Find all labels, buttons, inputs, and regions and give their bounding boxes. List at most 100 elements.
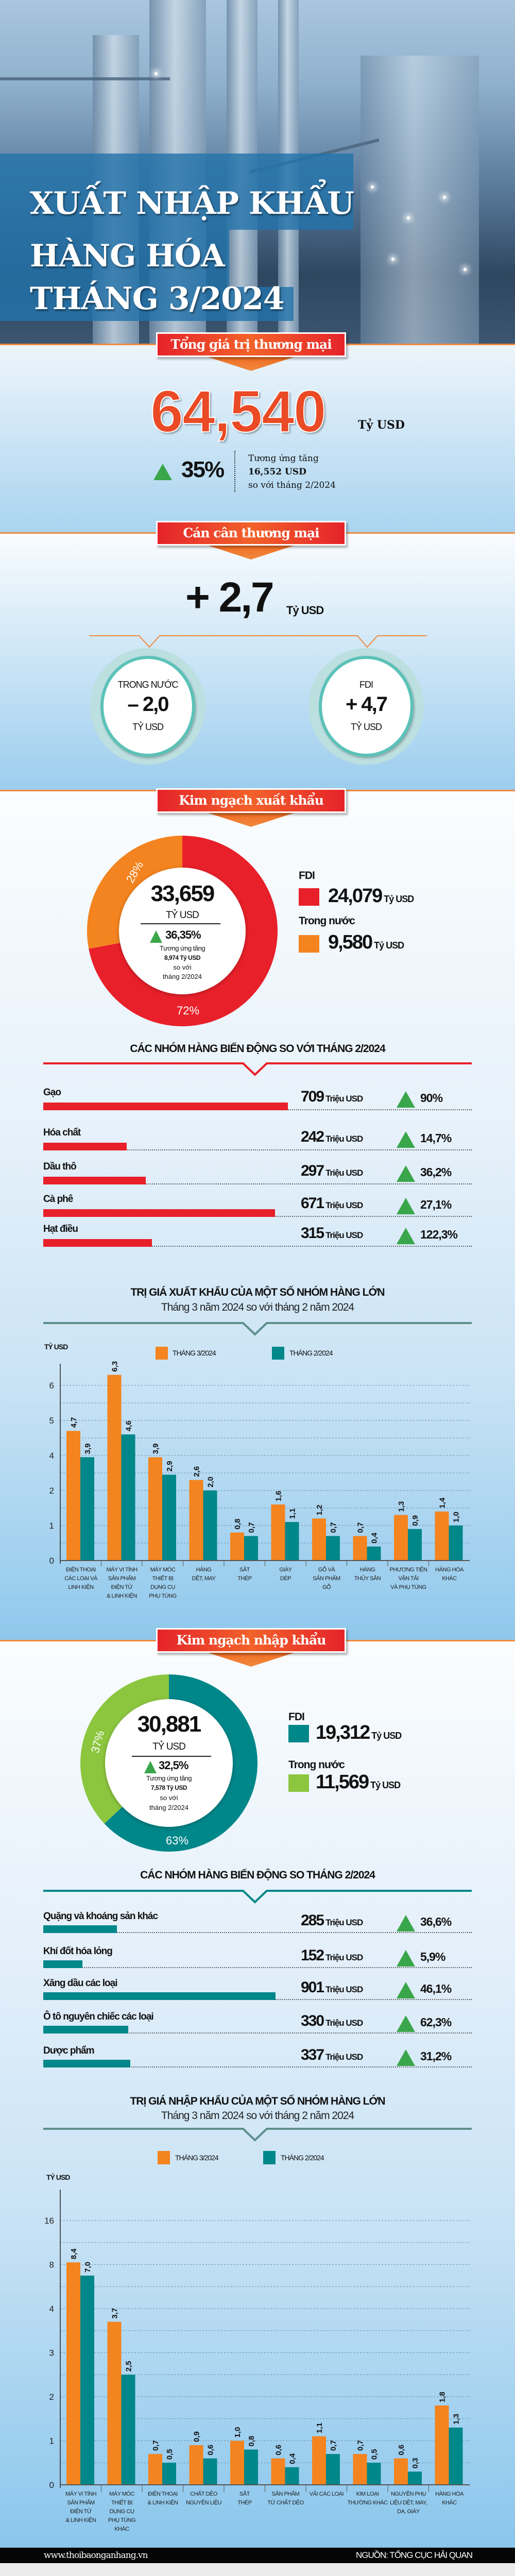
group-row: Gạo 709 Triệu USD 90% — [43, 1087, 472, 1113]
value: 671 — [301, 1195, 324, 1212]
group-change-pct: 5,9% — [420, 1950, 445, 1963]
export-groups-title: CÁC NHÓM HÀNG BIẾN ĐỘNG SO VỚI THÁNG 2/2… — [130, 1043, 385, 1055]
export-donut-chart — [87, 836, 278, 1026]
group-value: 152 Triệu USD — [301, 1947, 363, 1964]
up-triangle-icon — [150, 930, 162, 943]
up-triangle-icon — [397, 1950, 415, 1967]
trade-balance-value: + 2,7 — [185, 574, 274, 621]
note-line: Tương ứng tăng — [159, 944, 205, 952]
group-bar — [43, 2060, 130, 2067]
import-fdi-pct-label: 63% — [166, 1834, 189, 1847]
domestic-unit: TỶ USD — [132, 722, 164, 732]
group-change-pct: 90% — [420, 1091, 443, 1105]
note-line: tháng 2/2024 — [149, 1804, 188, 1811]
y-tick-label: 0 — [49, 1556, 54, 1566]
bar-value-label: 0,7 — [356, 1522, 365, 1533]
bar-february — [367, 1546, 381, 1561]
group-bar — [43, 1143, 127, 1150]
bar-value-label: 7,0 — [83, 2262, 92, 2273]
bar-march — [312, 1518, 326, 1561]
bar-value-label: 0,7 — [247, 1522, 256, 1533]
group-value: 242 Triệu USD — [301, 1128, 363, 1146]
import-chart-subtitle: Tháng 3 năm 2024 so với tháng 2 năm 2024 — [161, 2110, 354, 2122]
factory-building — [360, 56, 479, 344]
group-bar — [43, 1177, 146, 1184]
bar-march — [189, 1480, 203, 1561]
import-donut-center: 30,881 TỶ USD 32,5% Tương ứng tăng 7,578… — [105, 1699, 233, 1827]
bar-value-label: 1,3 — [397, 1501, 406, 1512]
legend-fdi-label: FDI — [288, 1711, 305, 1723]
legend-domestic-value: 11,569 Tỷ USD — [316, 1771, 401, 1793]
group-bar — [43, 1103, 288, 1110]
bar-march — [230, 1532, 244, 1561]
balance-connector — [89, 635, 427, 648]
legend-swatch-february — [263, 2151, 276, 2164]
bar-february — [285, 1522, 299, 1561]
domestic-label: TRONG NƯỚC — [117, 680, 179, 690]
donut-segment — [104, 1674, 258, 1852]
up-triangle-icon — [153, 464, 172, 480]
unit: Triệu USD — [325, 2052, 363, 2062]
import-banner: Kim ngạch nhập khẩu — [156, 1628, 346, 1653]
group-bar — [43, 1992, 276, 2000]
legend-fdi-swatch — [299, 888, 319, 906]
separator — [141, 923, 220, 924]
import-change-pct: 32,5% — [159, 1759, 188, 1772]
legend-swatch-february — [272, 1347, 284, 1360]
value: 242 — [301, 1128, 324, 1145]
group-change-pct: 36,6% — [420, 1915, 452, 1928]
section-divider — [43, 1322, 472, 1336]
up-triangle-icon — [144, 1761, 157, 1773]
up-triangle-icon — [397, 1091, 415, 1108]
bar-value-label: 1,6 — [274, 1490, 283, 1501]
y-tick-label: 8 — [49, 2260, 54, 2270]
legend-swatch-march — [156, 1347, 168, 1360]
bar-value-label: 1,0 — [452, 1512, 461, 1522]
bar-value-label: 2,9 — [165, 1461, 174, 1472]
unit: Triệu USD — [325, 1230, 363, 1240]
title-band — [0, 230, 229, 287]
bar-march — [353, 1536, 367, 1561]
x-category-label: KIM LOẠI THƯỜNG KHÁC — [347, 2491, 388, 2506]
export-chart-title: TRỊ GIÁ XUẤT KHẨU CỦA MỘT SỐ NHÓM HÀNG L… — [130, 1286, 385, 1298]
legend-fdi-value: 19,312 Tỷ USD — [316, 1722, 402, 1744]
export-total-unit: TỶ USD — [166, 910, 199, 921]
y-tick-label: 1 — [49, 2436, 54, 2446]
bar-value-label: 0,7 — [356, 2440, 365, 2451]
group-change-pct: 31,2% — [420, 2049, 452, 2063]
legend-label-february: THÁNG 2/2024 — [289, 1349, 333, 1357]
bar-value-label: 8,4 — [70, 2248, 78, 2260]
bar-value-label: 1,1 — [315, 2422, 324, 2433]
note-line: so với — [160, 1794, 178, 1802]
header-photo: XUẤT NHẬP KHẨU HÀNG HÓA THÁNG 3/2024 — [0, 0, 515, 344]
up-triangle-icon — [397, 1228, 415, 1244]
connector-line — [89, 635, 427, 648]
bar-march — [66, 2262, 80, 2485]
page-title-line: THÁNG 3/2024 — [30, 281, 285, 317]
bar-value-label: 6,3 — [111, 1361, 119, 1372]
bar-value-label: 0,9 — [193, 2431, 201, 2442]
dotted-leader — [43, 2032, 472, 2033]
dotted-leader — [43, 2066, 472, 2067]
title-band — [0, 287, 294, 321]
bar-value-label: 0,5 — [165, 2449, 174, 2460]
bar-february — [408, 1529, 422, 1561]
bar-march — [66, 1431, 80, 1561]
y-tick-label: 3 — [49, 2348, 54, 2358]
footer: www.thoibaonganhang.vn NGUỒN: TỔNG CỤC H… — [0, 2548, 515, 2563]
group-value: 337 Triệu USD — [301, 2046, 363, 2064]
group-value: 671 Triệu USD — [301, 1195, 363, 1212]
total-change-note: Tương ứng tăng 16,552 USD so với tháng 2… — [248, 452, 336, 492]
group-value: 709 Triệu USD — [301, 1088, 363, 1106]
bar-february — [121, 2375, 135, 2485]
y-tick-label: 4 — [49, 2304, 54, 2314]
bar-value-label: 2,5 — [125, 2361, 133, 2371]
website-link[interactable]: www.thoibaonganhang.vn — [44, 2550, 148, 2561]
bar-value-label: 0,3 — [411, 2458, 420, 2468]
bar-february — [203, 1490, 217, 1561]
unit: Tỷ USD — [384, 894, 414, 904]
export-chart-subtitle: Tháng 3 năm 2024 so với tháng 2 năm 2024 — [161, 1301, 354, 1313]
bar-value-label: 1,8 — [438, 2392, 447, 2402]
group-change-pct: 122,3% — [420, 1228, 458, 1241]
unit: Triệu USD — [325, 1094, 363, 1104]
